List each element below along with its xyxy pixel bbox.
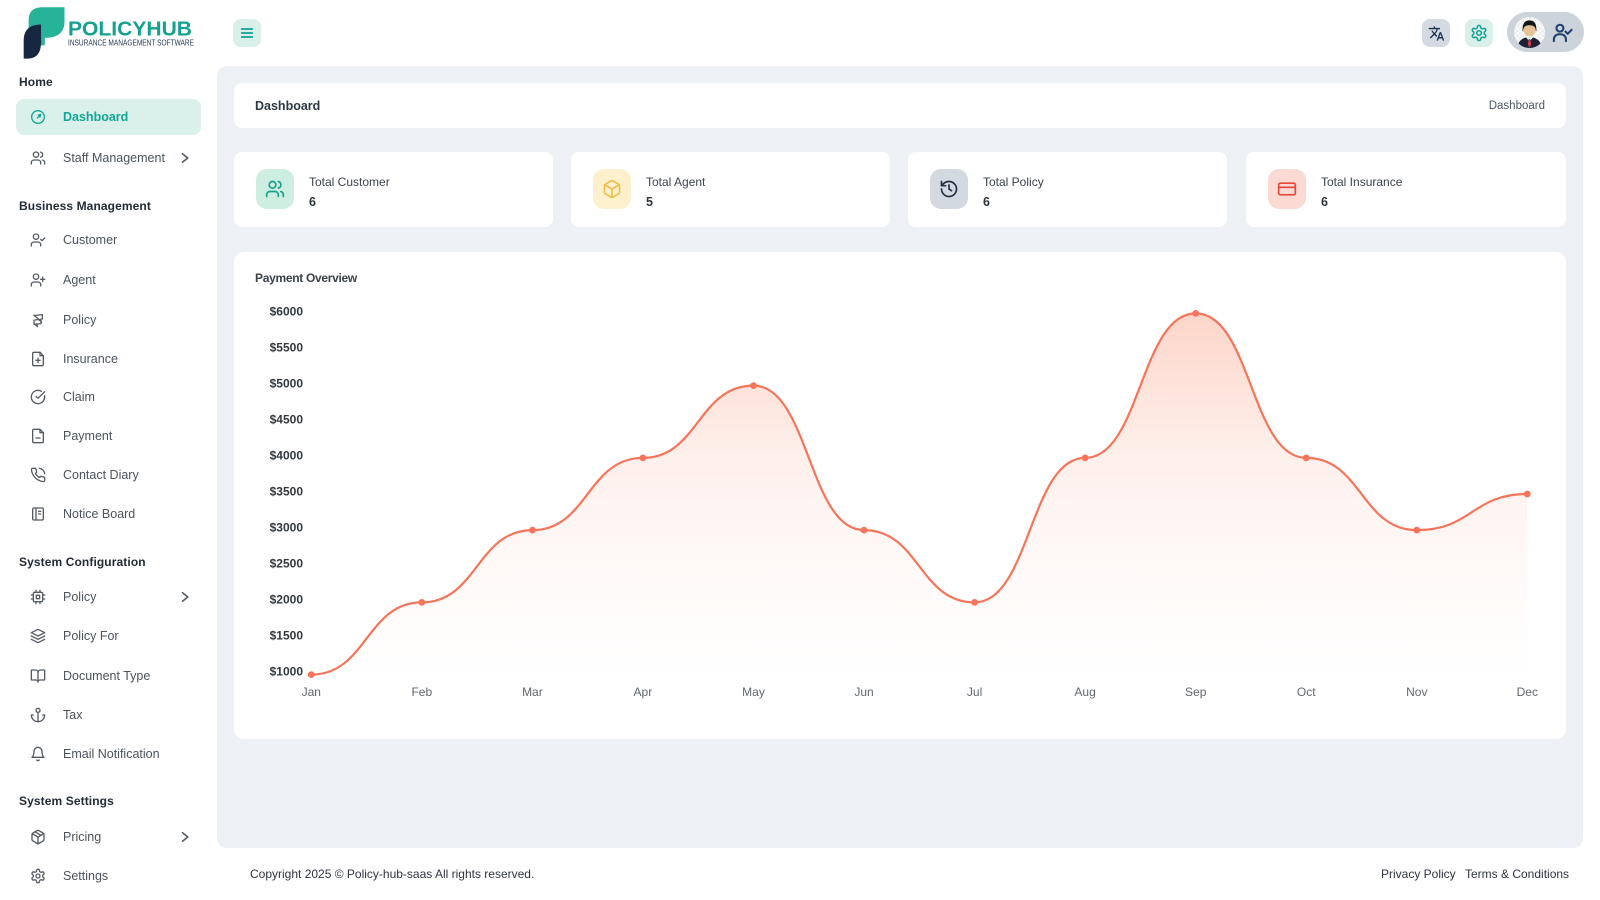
svg-text:$6000: $6000 bbox=[270, 305, 304, 319]
svg-text:Aug: Aug bbox=[1074, 685, 1095, 699]
svg-text:Jan: Jan bbox=[302, 685, 321, 699]
svg-text:$5500: $5500 bbox=[270, 341, 304, 355]
svg-text:INSURANCE MANAGEMENT SOFTWARE: INSURANCE MANAGEMENT SOFTWARE bbox=[68, 39, 194, 48]
svg-text:$1000: $1000 bbox=[270, 665, 304, 679]
svg-text:Mar: Mar bbox=[522, 685, 543, 699]
svg-text:$4500: $4500 bbox=[270, 413, 304, 427]
svg-text:Feb: Feb bbox=[411, 685, 432, 699]
svg-text:Oct: Oct bbox=[1297, 685, 1316, 699]
svg-text:$2000: $2000 bbox=[270, 593, 304, 607]
svg-text:$2500: $2500 bbox=[270, 557, 304, 571]
svg-text:Jul: Jul bbox=[967, 685, 982, 699]
svg-text:$5000: $5000 bbox=[270, 377, 304, 391]
svg-text:Dec: Dec bbox=[1517, 685, 1538, 699]
svg-text:Sep: Sep bbox=[1185, 685, 1207, 699]
svg-text:$3000: $3000 bbox=[270, 521, 304, 535]
svg-text:POLICYHUB: POLICYHUB bbox=[68, 19, 192, 41]
svg-text:$3500: $3500 bbox=[270, 485, 304, 499]
svg-text:$4000: $4000 bbox=[270, 449, 304, 463]
svg-text:Nov: Nov bbox=[1406, 685, 1427, 699]
svg-text:$1500: $1500 bbox=[270, 629, 304, 643]
svg-text:Jun: Jun bbox=[854, 685, 873, 699]
svg-text:May: May bbox=[742, 685, 765, 699]
svg-text:Apr: Apr bbox=[634, 685, 653, 699]
